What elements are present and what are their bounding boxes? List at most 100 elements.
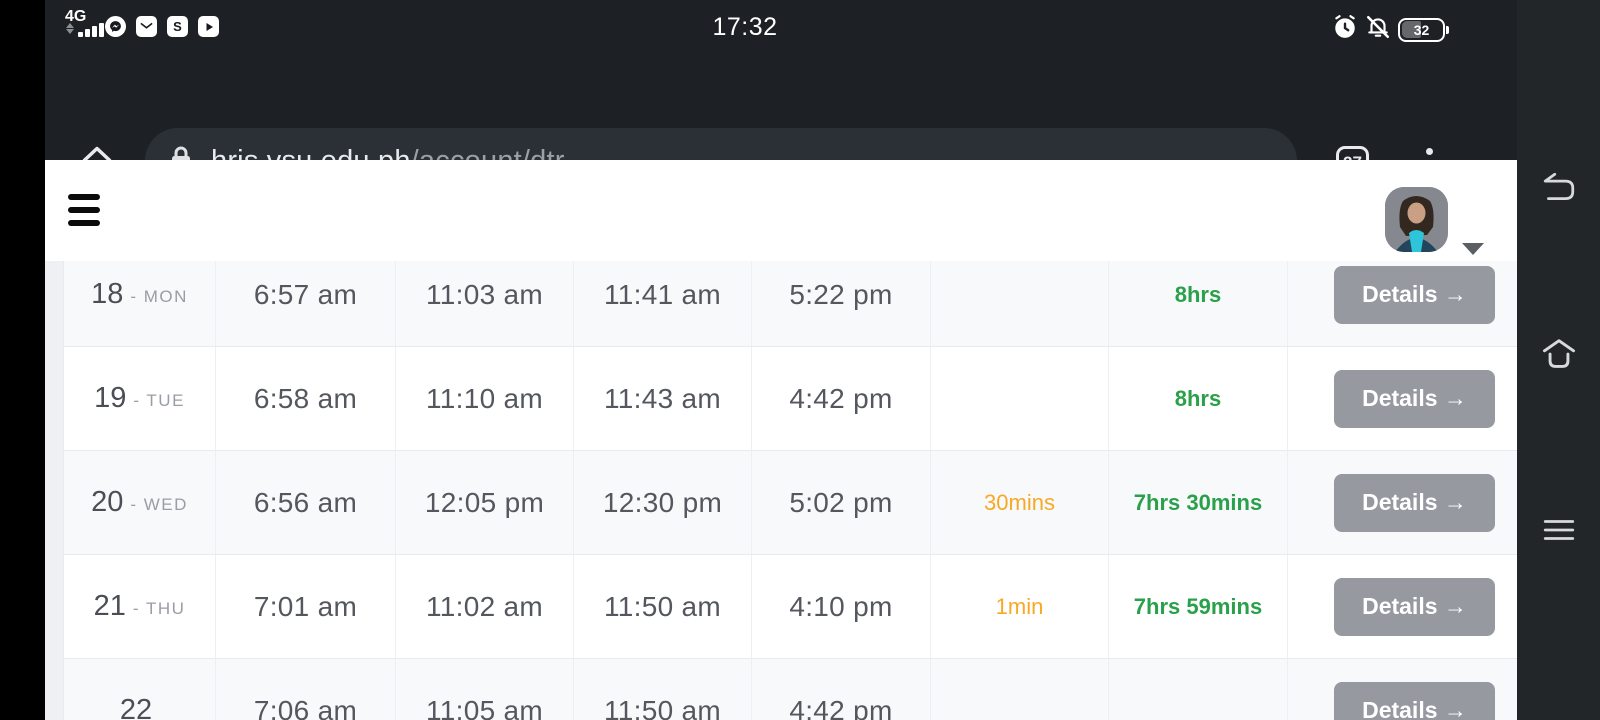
dtr-table-row: 21 - THU 7:01 am 11:02 am 11:50 am 4:10 …: [64, 555, 1517, 659]
am-out-cell: 11:05 am: [396, 659, 574, 720]
nav-home-button[interactable]: [1517, 323, 1600, 383]
am-in-cell: 6:57 am: [216, 243, 396, 346]
day-name: - MON: [130, 286, 188, 306]
network-type-label: 4G: [65, 8, 87, 25]
details-cell: Details →: [1288, 243, 1517, 346]
battery-percent: 32: [1413, 21, 1430, 38]
day-number: 19: [94, 382, 127, 414]
pm-out-cell: 4:42 pm: [752, 659, 931, 720]
android-nav-bar: [1517, 0, 1600, 720]
details-button[interactable]: Details →: [1334, 369, 1495, 428]
details-cell: Details →: [1288, 555, 1517, 658]
day-number: 20: [91, 486, 124, 518]
am-in-cell: 6:56 am: [216, 451, 396, 554]
day-name: - WED: [130, 494, 188, 514]
details-button[interactable]: Details →: [1334, 473, 1495, 532]
am-out-time: 12:05 pm: [424, 486, 545, 518]
late-value: 1min: [995, 593, 1044, 619]
total-hours-cell: [1109, 659, 1288, 720]
dtr-table: 18 - MON 6:57 am 11:03 am 11:41 am 5:22 …: [63, 243, 1517, 720]
pm-in-cell: 12:30 pm: [574, 451, 752, 554]
am-in-time: 7:06 am: [253, 694, 358, 720]
details-cell: Details →: [1288, 347, 1517, 450]
pm-in-time: 12:30 pm: [602, 486, 723, 518]
details-button[interactable]: Details →: [1334, 265, 1495, 324]
am-out-time: 11:10 am: [425, 382, 544, 414]
site-header: [45, 160, 1517, 261]
battery-icon: 32: [1398, 17, 1449, 42]
total-hours-value: 7hrs 59mins: [1133, 593, 1263, 619]
nav-recents-button[interactable]: [1517, 500, 1600, 560]
browser-toolbar: hris.vsu.edu.ph/account/dtr 27: [45, 55, 1517, 194]
dtr-table-row: 19 - TUE 6:58 am 11:10 am 11:43 am 4:42 …: [64, 347, 1517, 451]
network-indicator: 4G: [65, 9, 104, 37]
total-hours-cell: 8hrs: [1109, 243, 1288, 346]
total-hours-value: 7hrs 30mins: [1133, 489, 1263, 515]
late-value: 30mins: [984, 489, 1055, 515]
pm-in-time: 11:50 am: [603, 590, 722, 622]
video-app-icon: [198, 16, 219, 37]
data-activity-icon: [66, 23, 75, 37]
am-out-cell: 11:10 am: [396, 347, 574, 450]
pm-out-cell: 5:02 pm: [752, 451, 931, 554]
browser-chrome: 4G S 17:32: [45, 0, 1517, 194]
pm-in-cell: 11:50 am: [574, 555, 752, 658]
am-in-time: 6:56 am: [253, 486, 358, 518]
status-right-icons: 32: [1332, 14, 1449, 45]
total-hours-cell: 7hrs 59mins: [1109, 555, 1288, 658]
day-name: - THU: [132, 598, 186, 618]
pm-out-time: 5:22 pm: [789, 278, 893, 310]
am-in-cell: 6:58 am: [216, 347, 396, 450]
am-in-time: 6:58 am: [253, 382, 358, 414]
am-in-cell: 7:01 am: [216, 555, 396, 658]
pm-out-time: 4:42 pm: [789, 382, 893, 414]
messenger-icon: [105, 16, 126, 37]
page-content: 18 - MON 6:57 am 11:03 am 11:41 am 5:22 …: [45, 160, 1517, 720]
avatar[interactable]: [1385, 187, 1448, 252]
day-cell: 22: [64, 659, 216, 720]
chevron-down-icon[interactable]: [1462, 243, 1484, 255]
am-out-cell: 12:05 pm: [396, 451, 574, 554]
total-hours-cell: 8hrs: [1109, 347, 1288, 450]
details-cell: Details →: [1288, 659, 1517, 720]
pm-in-cell: 11:43 am: [574, 347, 752, 450]
pm-out-cell: 4:42 pm: [752, 347, 931, 450]
pm-in-time: 11:41 am: [603, 278, 722, 310]
mail-icon: [136, 16, 157, 37]
pm-in-time: 11:43 am: [603, 382, 722, 414]
pm-out-time: 5:02 pm: [789, 486, 893, 518]
dtr-table-row: 20 - WED 6:56 am 12:05 pm 12:30 pm 5:02 …: [64, 451, 1517, 555]
status-bar: 4G S 17:32: [45, 0, 1517, 55]
day-number: 18: [91, 278, 124, 310]
pm-out-time: 4:42 pm: [789, 694, 893, 720]
dtr-table-row: 22 7:06 am 11:05 am 11:50 am 4:42 pm Det…: [64, 659, 1517, 720]
signal-strength-icon: [78, 23, 104, 37]
pm-out-cell: 4:10 pm: [752, 555, 931, 658]
am-in-time: 6:57 am: [253, 278, 358, 310]
total-hours-value: 8hrs: [1174, 281, 1222, 307]
am-in-cell: 7:06 am: [216, 659, 396, 720]
pm-in-cell: 11:41 am: [574, 243, 752, 346]
clock-time: 17:32: [712, 13, 778, 41]
pm-out-cell: 5:22 pm: [752, 243, 931, 346]
details-cell: Details →: [1288, 451, 1517, 554]
day-number: 22: [119, 694, 153, 720]
day-cell: 21 - THU: [64, 555, 216, 658]
menu-icon[interactable]: [68, 194, 100, 226]
details-button[interactable]: Details →: [1334, 681, 1495, 720]
am-out-time: 11:03 am: [425, 278, 544, 310]
day-cell: 19 - TUE: [64, 347, 216, 450]
day-name: - TUE: [133, 390, 185, 410]
nav-back-button[interactable]: [1517, 157, 1600, 217]
camera-notch-strip: [0, 0, 45, 720]
late-cell: [931, 659, 1109, 720]
am-out-time: 11:05 am: [425, 694, 544, 720]
details-button[interactable]: Details →: [1334, 577, 1495, 636]
total-hours-cell: 7hrs 30mins: [1109, 451, 1288, 554]
notifications-off-icon: [1365, 14, 1391, 45]
alarm-icon: [1332, 14, 1358, 45]
pm-in-time: 11:50 am: [603, 694, 722, 720]
am-out-cell: 11:03 am: [396, 243, 574, 346]
total-hours-value: 8hrs: [1174, 385, 1222, 411]
